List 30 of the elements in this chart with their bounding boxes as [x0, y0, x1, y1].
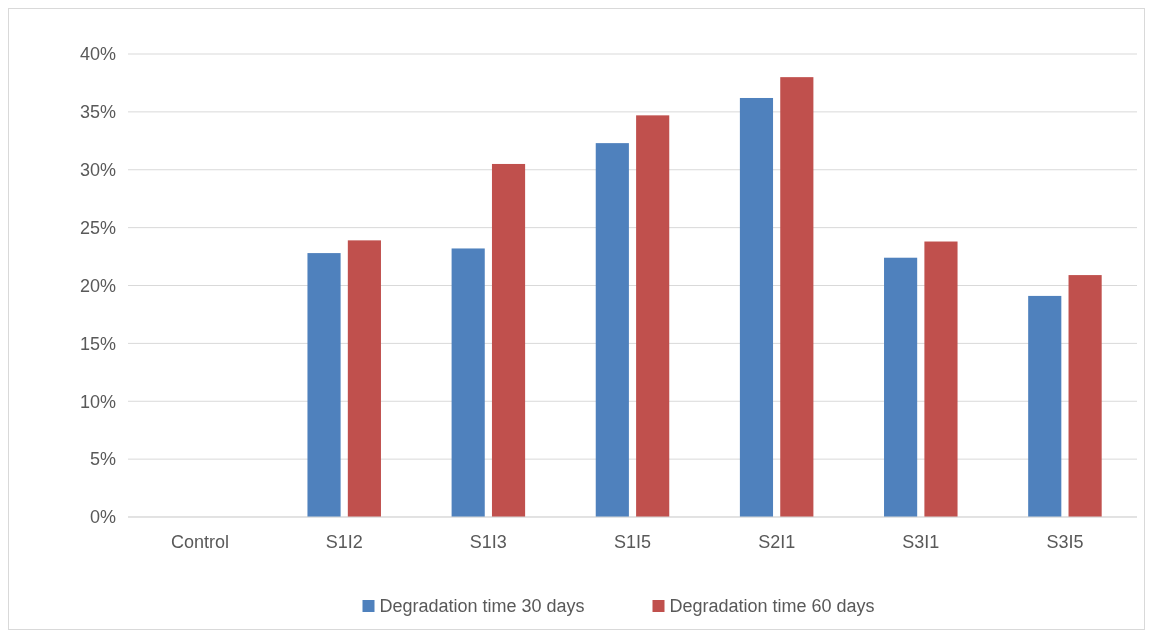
- bar: [884, 257, 918, 517]
- y-tick-label: 10%: [79, 391, 116, 412]
- x-tick-label: S1I3: [469, 532, 507, 552]
- bar: [307, 253, 341, 517]
- y-tick-label: 20%: [79, 275, 116, 296]
- bar: [347, 240, 381, 517]
- x-tick-label: S3I5: [1046, 532, 1084, 552]
- bar: [739, 97, 774, 517]
- bar: [636, 115, 670, 517]
- bar: [595, 143, 629, 517]
- y-tick-label: 15%: [79, 333, 116, 354]
- bar: [451, 248, 485, 517]
- x-tick-label: S1I2: [325, 532, 363, 552]
- bar: [1028, 295, 1062, 517]
- bar: [491, 163, 526, 517]
- bar: [924, 241, 958, 517]
- x-tick-label: S1I5: [613, 532, 652, 552]
- legend-label: Degradation time 60 days: [669, 596, 875, 617]
- legend-label: Degradation time 30 days: [379, 596, 585, 617]
- y-tick-label: 40%: [79, 44, 116, 65]
- y-tick-label: 30%: [79, 160, 116, 181]
- bar: [780, 77, 814, 517]
- x-tick-label: S3I1: [902, 532, 940, 552]
- x-tick-label: S2I1: [758, 532, 796, 552]
- y-tick-label: 0%: [89, 507, 116, 528]
- x-tick-label: Control: [171, 532, 230, 552]
- y-tick-label: 5%: [89, 449, 116, 470]
- bar: [1068, 275, 1102, 517]
- y-tick-label: 35%: [79, 102, 116, 123]
- y-tick-label: 25%: [79, 217, 116, 238]
